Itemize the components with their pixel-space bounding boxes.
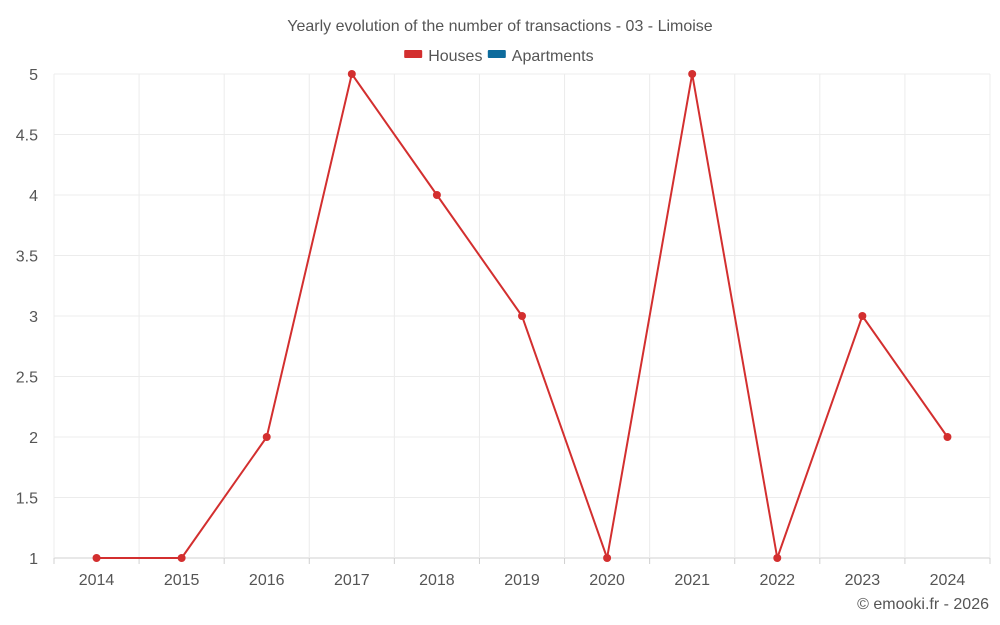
x-tick-label: 2015 bbox=[164, 572, 200, 589]
chart-title: Yearly evolution of the number of transa… bbox=[287, 18, 713, 35]
y-tick-label: 4 bbox=[29, 188, 38, 205]
data-point-houses[interactable] bbox=[262, 433, 271, 441]
legend-swatch bbox=[487, 50, 506, 58]
legend-label: Apartments bbox=[512, 48, 594, 65]
x-axis: 2014 2015 2016 2017 2018 2019 2020 2021 2022 2023… bbox=[53, 558, 991, 589]
legend-item-apartments[interactable]: Apartments bbox=[487, 48, 594, 65]
data-point-houses[interactable] bbox=[773, 554, 782, 562]
data-point-houses[interactable] bbox=[92, 554, 101, 562]
y-tick-label: 2 bbox=[29, 430, 38, 447]
y-tick-label: 2.5 bbox=[16, 370, 38, 387]
legend-label: Houses bbox=[428, 48, 482, 65]
x-tick-label: 2022 bbox=[759, 572, 795, 589]
data-point-houses[interactable] bbox=[603, 554, 612, 562]
y-tick-label: 1 bbox=[29, 551, 38, 568]
x-tick-label: 2020 bbox=[589, 572, 625, 589]
data-point-houses[interactable] bbox=[432, 191, 441, 199]
data-point-houses[interactable] bbox=[943, 433, 952, 441]
x-tick-label: 2024 bbox=[930, 572, 966, 589]
y-tick-label: 4.5 bbox=[16, 128, 38, 145]
data-point-houses[interactable] bbox=[858, 312, 867, 320]
legend-item-houses[interactable]: Houses bbox=[404, 48, 482, 65]
data-point-houses[interactable] bbox=[688, 70, 697, 78]
x-tick-label: 2023 bbox=[845, 572, 881, 589]
y-tick-label: 3.5 bbox=[16, 249, 38, 266]
data-point-houses[interactable] bbox=[518, 312, 526, 320]
y-tick-label: 1.5 bbox=[16, 491, 38, 508]
data-point-houses[interactable] bbox=[177, 554, 186, 562]
x-tick-label: 2017 bbox=[334, 572, 370, 589]
x-tick-label: 2014 bbox=[79, 572, 115, 589]
legend: Houses Apartments bbox=[404, 48, 594, 65]
y-tick-label: 3 bbox=[29, 309, 38, 326]
credit-text: © emooki.fr - 2026 bbox=[857, 596, 989, 613]
x-tick-label: 2021 bbox=[674, 572, 710, 589]
series-layer bbox=[92, 70, 952, 562]
legend-swatch bbox=[404, 50, 423, 58]
y-axis: 1 1.5 2 2.5 3 3.5 4 4.5 5 bbox=[16, 67, 38, 568]
x-tick-label: 2019 bbox=[504, 572, 540, 589]
x-tick-label: 2018 bbox=[419, 572, 455, 589]
y-tick-label: 5 bbox=[29, 67, 38, 84]
x-tick-label: 2016 bbox=[249, 572, 285, 589]
data-point-houses[interactable] bbox=[347, 70, 356, 78]
